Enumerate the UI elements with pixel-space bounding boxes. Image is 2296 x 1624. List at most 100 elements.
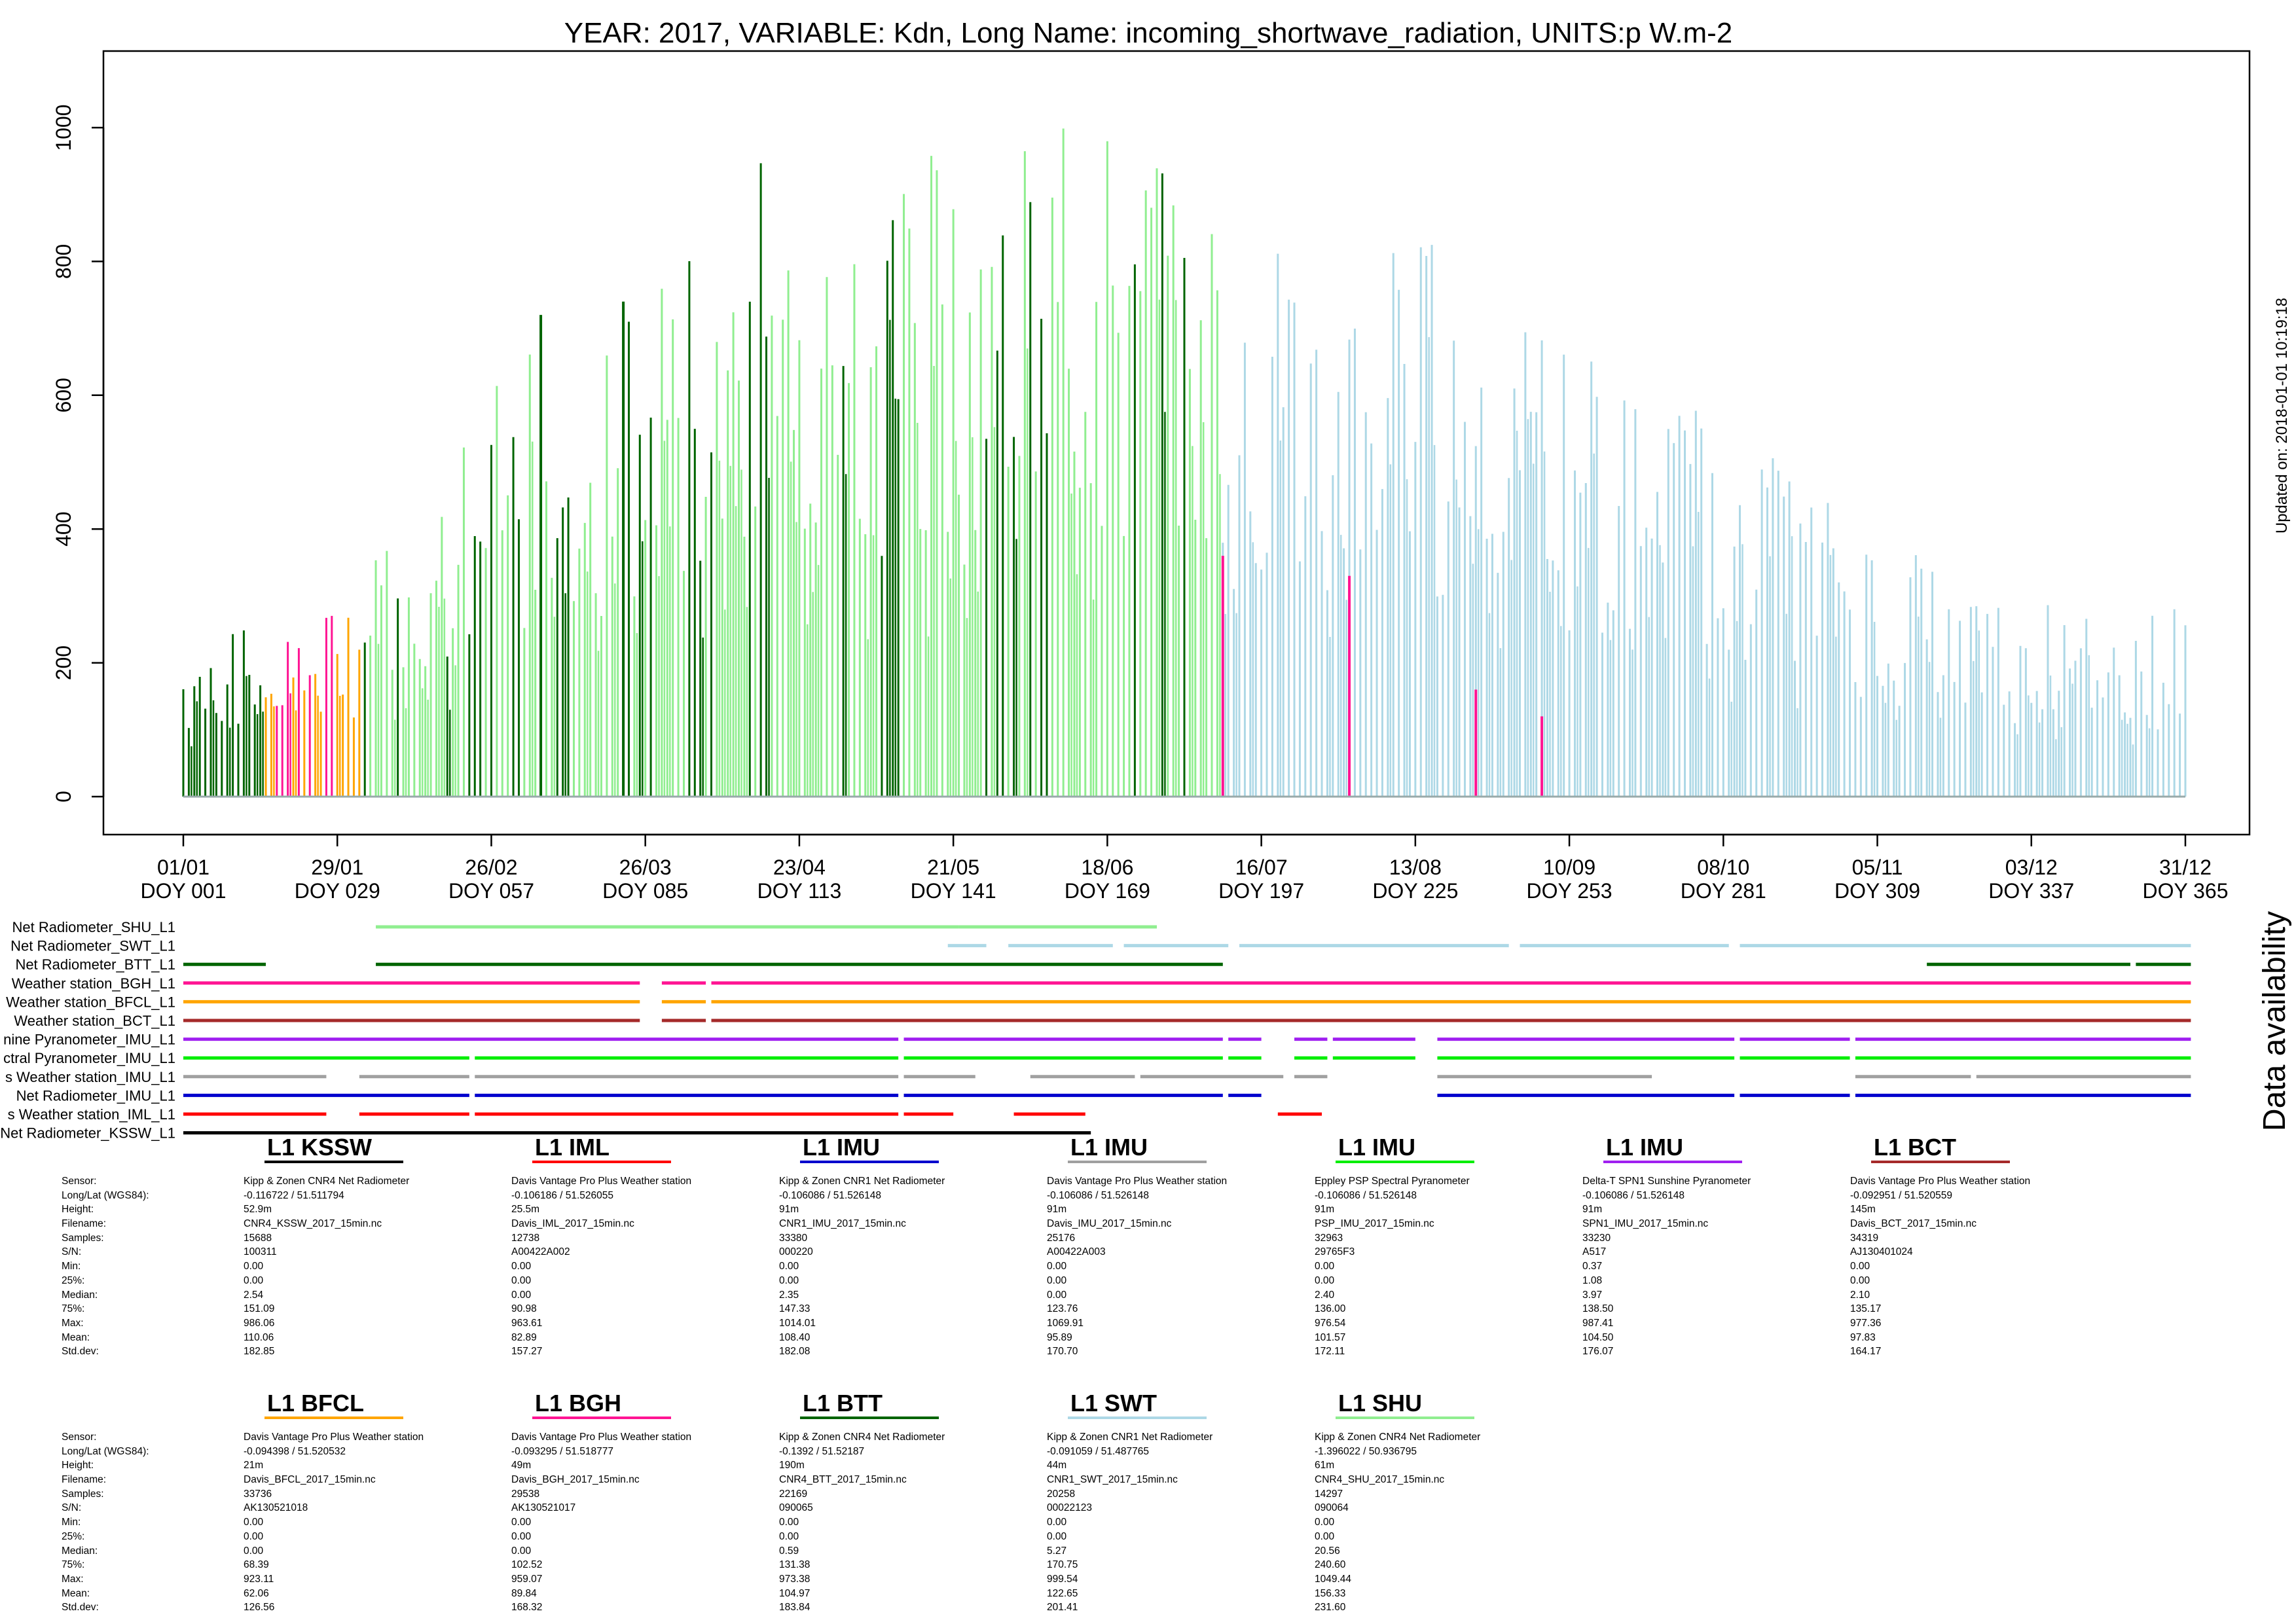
station-stat-value: 131.38 [779,1559,811,1571]
data-availability-label: Data availability [2257,911,2292,1131]
station-stat-value: 25.5m [511,1204,540,1216]
station-title: L1 KSSW [267,1134,373,1161]
station-stat-value: 0.37 [1582,1261,1603,1272]
stat-label: Sensor: [62,1176,97,1187]
station-stat-value: 973.38 [779,1573,811,1585]
availability-row-label: ctral Pyranometer_IMU_L1 [3,1050,175,1066]
x-tick-date-label: 08/10 [1697,856,1749,879]
station-stats: Delta-T SPN1 Sunshine Pyranometer -0.1060… [1582,1174,1751,1359]
station-stat-value: 52.9m [244,1204,272,1216]
x-tick-date-label: 16/07 [1235,856,1288,879]
x-tick-doy-label: DOY 309 [1834,879,1920,903]
stat-label: 25%: [62,1274,85,1286]
station-stat-value: 0.00 [1315,1530,1335,1542]
station-stat-value: 126.56 [244,1602,275,1614]
station-title: L1 IML [535,1134,610,1161]
station-stat-value: 182.08 [779,1346,811,1358]
x-tick-doy-label: DOY 057 [448,879,534,903]
station-stat-value: 151.09 [244,1303,275,1315]
chart-title: YEAR: 2017, VARIABLE: Kdn, Long Name: in… [564,17,1732,49]
station-stat-value: 61m [1315,1460,1335,1471]
station-stat-value: 0.00 [244,1261,264,1272]
station-color-underline [532,1416,671,1419]
station-stat-value: CNR4_BTT_2017_15min.nc [779,1474,907,1486]
station-stat-value: AK130521018 [244,1502,308,1514]
station-stat-value: 91m [1047,1204,1067,1216]
station-stat-value: 2.35 [779,1289,799,1301]
station-stat-value: -0.093295 / 51.518777 [511,1445,613,1457]
station-stat-value: Kipp & Zonen CNR1 Net Radiometer [1047,1432,1213,1443]
x-tick-doy-label: DOY 225 [1372,879,1458,903]
station-title: L1 SHU [1338,1390,1423,1416]
station-stat-value: 1049.44 [1315,1573,1352,1585]
station-stat-value: CNR4_KSSW_2017_15min.nc [244,1218,382,1230]
station-stat-value: 164.17 [1850,1346,1882,1358]
station-color-underline [1068,1416,1207,1419]
stat-label: Long/Lat (WGS84): [62,1189,149,1201]
station-stat-value: 89.84 [511,1587,537,1599]
station-color-underline [800,1161,939,1163]
data-availability-panel: Net Radiometer_SHU_L1 Net Radiometer_SWT_… [0,919,2191,1142]
station-stat-value: 100311 [244,1246,277,1258]
station-stat-value: Kipp & Zonen CNR1 Net Radiometer [779,1176,945,1187]
station-stat-value: Kipp & Zonen CNR4 Net Radiometer [244,1176,410,1187]
availability-row-label: nine Pyranometer_IMU_L1 [3,1032,175,1048]
station-stat-value: 987.41 [1582,1317,1614,1329]
station-stats: Kipp & Zonen CNR1 Net Radiometer -0.10608… [779,1174,945,1359]
station-title: L1 IMU [1070,1134,1148,1161]
station-stat-value: 2.54 [244,1289,264,1301]
station-stat-value: 176.07 [1582,1346,1614,1358]
x-tick-date-label: 05/11 [1852,856,1903,879]
x-tick-doy-label: DOY 169 [1065,879,1150,903]
station-stat-value: 0.00 [779,1274,799,1286]
availability-row-label: Net Radiometer_IMU_L1 [16,1087,175,1104]
station-stat-value: 122.65 [1047,1587,1078,1599]
station-stat-value: 977.36 [1850,1317,1882,1329]
station-title: L1 BCT [1874,1134,1956,1161]
station-stat-value: 986.06 [244,1317,275,1329]
station-stat-value: 49m [511,1460,532,1471]
station-stat-value: Delta-T SPN1 Sunshine Pyranometer [1582,1176,1751,1187]
x-tick-doy-label: DOY 113 [757,879,842,903]
station-stat-value: 44m [1047,1460,1067,1471]
station-stat-value: 976.54 [1315,1317,1346,1329]
radiation-spikes [182,128,2187,798]
station-stat-value: 0.00 [511,1274,532,1286]
station-stat-value: Kipp & Zonen CNR4 Net Radiometer [779,1432,945,1443]
station-stat-value: Davis Vantage Pro Plus Weather station [511,1176,692,1187]
station-stat-value: 0.00 [511,1530,532,1542]
station-title: L1 IMU [803,1134,881,1161]
station-stats: Davis Vantage Pro Plus Weather station -0… [1850,1174,2030,1359]
station-stat-value: 1069.91 [1047,1317,1084,1329]
stat-label: Sensor: [62,1432,97,1443]
x-tick-date-label: 23/04 [773,856,826,879]
station-stat-value: 110.06 [244,1331,274,1343]
station-stat-value: 0.00 [1850,1274,1870,1286]
station-stat-value: -0.106086 / 51.526148 [1315,1189,1417,1201]
station-stat-value: -0.1392 / 51.52187 [779,1445,865,1457]
x-tick-doy-label: DOY 029 [295,879,380,903]
station-stat-value: -0.106086 / 51.526148 [1047,1189,1149,1201]
y-tick-label: 0 [52,791,75,803]
station-stat-value: 0.00 [1047,1517,1067,1528]
station-stat-value: -0.106186 / 51.526055 [511,1189,613,1201]
stat-label: Samples: [62,1232,104,1244]
stat-label: 75%: [62,1559,85,1571]
stat-label: 25%: [62,1530,85,1542]
station-stat-value: -0.106086 / 51.526148 [779,1189,881,1201]
x-tick-date-label: 18/06 [1081,856,1133,879]
station-stat-value: 91m [779,1204,799,1216]
station-stat-value: Davis Vantage Pro Plus Weather station [1850,1176,2031,1187]
station-stat-value: 0.00 [511,1545,532,1557]
station-stat-value: 108.40 [779,1331,811,1343]
station-stat-value: 201.41 [1047,1602,1078,1614]
x-tick-doy-label: DOY 085 [602,879,688,903]
y-tick-label: 1000 [52,104,75,151]
updated-timestamp: Updated on: 2018-01-01 10:19:18 [2273,298,2291,533]
stat-label: Min: [62,1261,81,1272]
stat-label: S/N: [62,1246,82,1258]
station-stat-value: 170.75 [1047,1559,1078,1571]
station-stat-value: 156.33 [1315,1587,1346,1599]
station-stat-value: Davis_IML_2017_15min.nc [511,1218,634,1230]
station-color-underline [1336,1416,1474,1419]
